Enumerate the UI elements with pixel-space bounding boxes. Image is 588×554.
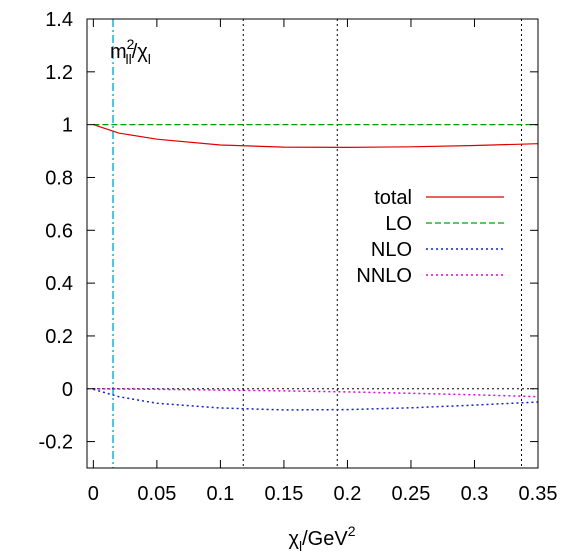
- annotation-label: m2 ll/χl: [110, 36, 151, 67]
- y-tick-label: 0: [62, 379, 73, 401]
- legend-label-lo: LO: [385, 213, 412, 235]
- y-tick-label: 0.8: [45, 167, 73, 189]
- reference-lines: [87, 19, 538, 468]
- x-tick-label: 0.2: [334, 483, 362, 505]
- x-tick-label: 0.1: [206, 483, 234, 505]
- series-line-nnlo: [93, 388, 539, 398]
- axis-ticks: 0 0.05 0.1 0.15 0.2 0.25 0.3 0.35 -0.2 0 0.2 0.4 0.6…: [39, 9, 558, 505]
- y-tick-label: 1.2: [45, 62, 73, 84]
- series-line-total: [93, 124, 539, 149]
- legend-label-total: total: [374, 187, 412, 209]
- x-tick-label: 0.15: [264, 483, 303, 505]
- x-tick-label: 0: [88, 483, 99, 505]
- y-tick-label: -0.2: [39, 432, 73, 454]
- y-tick-label: 1.4: [45, 9, 73, 31]
- legend: total LO NLO NNLO: [356, 187, 504, 287]
- legend-label-nnlo: NNLO: [356, 265, 412, 287]
- x-tick-label: 0.3: [461, 483, 489, 505]
- y-tick-label: 0.6: [45, 220, 73, 242]
- y-tick-label: 0.4: [45, 273, 73, 295]
- plot-frame: [86, 18, 539, 469]
- x-tick-label: 0.05: [137, 483, 176, 505]
- y-tick-label: 0.2: [45, 326, 73, 348]
- y-tick-label: 1: [62, 115, 73, 137]
- x-tick-label: 0.25: [391, 483, 430, 505]
- x-tick-label: 0.35: [519, 483, 558, 505]
- series-line-nlo: [93, 388, 539, 411]
- x-axis-label: χl/GeV2: [289, 523, 356, 554]
- series-layer: [93, 123, 539, 411]
- legend-label-nlo: NLO: [371, 239, 412, 261]
